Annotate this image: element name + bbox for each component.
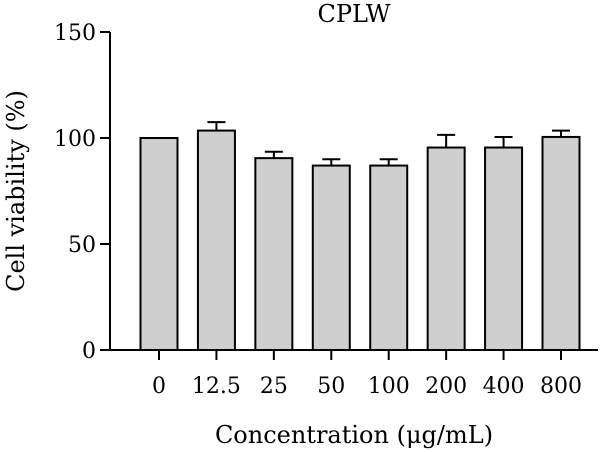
bar: [196, 129, 236, 351]
bars-group: [139, 129, 581, 351]
y-axis: 0 50 100 150: [54, 21, 111, 364]
bar: [541, 135, 581, 351]
y-tick-label: 150: [54, 21, 96, 46]
bar: [139, 137, 179, 351]
bar: [369, 164, 409, 351]
error-bars-group: [207, 121, 570, 166]
x-tick-label: 200: [425, 374, 467, 399]
x-tick-label: 100: [368, 374, 410, 399]
y-axis-title: Cell viability (%): [2, 90, 30, 292]
x-axis: 0 12.5 25 50 100 200 400 800: [110, 349, 598, 399]
x-tick-label: 0: [152, 374, 166, 399]
x-axis-title: Concentration (μg/mL): [215, 421, 493, 449]
bar: [254, 157, 294, 351]
bar: [311, 164, 351, 351]
x-tick-label: 25: [260, 374, 288, 399]
y-tick-label: 50: [68, 233, 96, 258]
x-tick-label: 12.5: [192, 374, 241, 399]
bar: [426, 146, 466, 351]
y-tick-label: 0: [82, 339, 96, 364]
chart-title: CPLW: [317, 0, 390, 28]
x-tick-label: 50: [317, 374, 345, 399]
x-tick-label: 800: [540, 374, 582, 399]
bar: [484, 146, 524, 351]
x-tick-label: 400: [483, 374, 525, 399]
y-tick-label: 100: [54, 127, 96, 152]
